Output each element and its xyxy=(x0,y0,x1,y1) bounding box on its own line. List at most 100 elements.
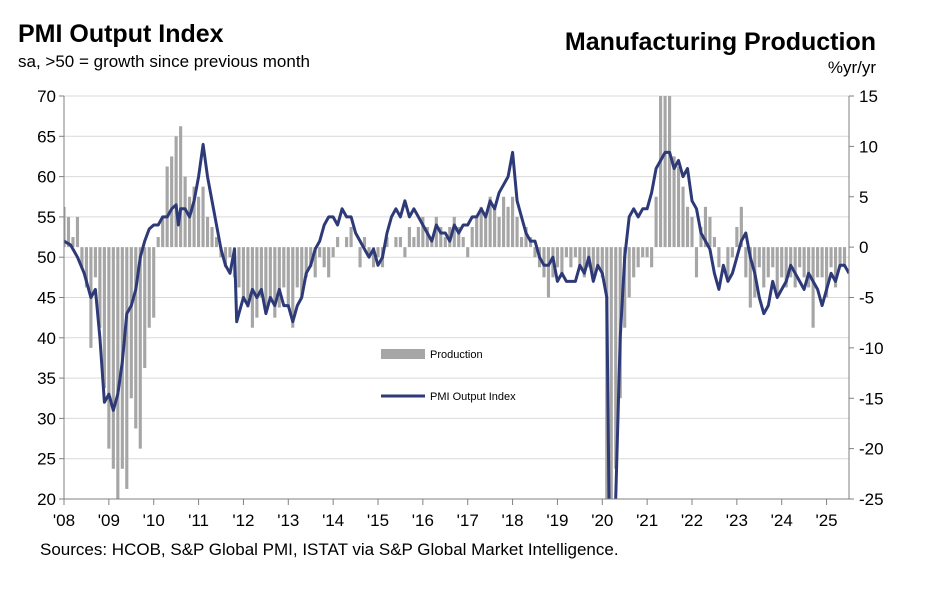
production-bar xyxy=(811,247,815,328)
production-bar xyxy=(407,226,411,248)
production-bar xyxy=(111,247,115,469)
production-bar xyxy=(560,247,564,278)
production-bar xyxy=(757,247,761,268)
production-bar xyxy=(192,186,196,248)
x-tick-label: '10 xyxy=(143,511,165,530)
production-bar xyxy=(479,206,483,248)
production-bar xyxy=(143,247,147,369)
production-bar xyxy=(259,247,263,298)
production-bar xyxy=(524,226,528,248)
production-bar xyxy=(412,237,416,248)
production-bar xyxy=(820,247,824,278)
production-bar xyxy=(125,247,129,489)
production-bar xyxy=(443,237,447,248)
production-bar xyxy=(434,216,438,248)
production-bar xyxy=(313,247,317,278)
source-note: Sources: HCOB, S&P Global PMI, ISTAT via… xyxy=(40,540,619,559)
x-tick-label: '22 xyxy=(681,511,703,530)
pmi-line-group xyxy=(64,142,849,499)
production-bar xyxy=(179,126,183,248)
production-bar xyxy=(685,206,690,248)
production-bar xyxy=(116,247,120,499)
production-bar xyxy=(138,247,142,449)
production-bar xyxy=(161,216,165,248)
production-bar xyxy=(775,247,779,298)
production-bar xyxy=(569,247,573,268)
production-bar xyxy=(842,247,847,268)
production-bar xyxy=(466,247,470,258)
production-bar xyxy=(318,247,322,258)
production-bar xyxy=(703,206,708,248)
production-bar xyxy=(214,237,219,248)
production-bar xyxy=(134,247,138,429)
right-tick-label: 10 xyxy=(859,137,878,156)
production-bar xyxy=(672,156,676,248)
production-bar xyxy=(362,237,367,248)
x-tick-label: '18 xyxy=(501,511,523,530)
production-bar xyxy=(300,247,304,298)
production-bar xyxy=(726,247,730,278)
production-bar xyxy=(515,216,519,248)
production-bar xyxy=(71,237,75,248)
production-bar xyxy=(461,237,465,248)
production-bar xyxy=(165,166,169,248)
x-tick-label: '25 xyxy=(815,511,837,530)
production-bar xyxy=(632,247,636,278)
left-tick-label: 20 xyxy=(37,490,56,509)
x-tick-label: '19 xyxy=(546,511,568,530)
production-bar xyxy=(349,226,353,248)
production-bar xyxy=(748,247,752,308)
production-bar xyxy=(802,247,806,278)
production-bar xyxy=(798,247,802,268)
production-bar xyxy=(744,247,748,278)
production-bar xyxy=(201,186,205,248)
production-bar xyxy=(762,247,766,288)
production-bar xyxy=(497,216,501,248)
production-bar xyxy=(807,247,811,288)
production-bar xyxy=(255,247,259,318)
production-bar xyxy=(64,206,66,248)
left-tick-label: 65 xyxy=(37,127,56,146)
production-bar xyxy=(555,247,559,268)
production-bar xyxy=(663,96,667,248)
production-bar xyxy=(564,247,568,258)
production-bar xyxy=(623,247,627,328)
x-tick-label: '16 xyxy=(412,511,434,530)
pmi-output-line xyxy=(64,142,849,499)
production-bar xyxy=(98,247,102,328)
production-bar xyxy=(250,247,254,328)
left-tick-label: 60 xyxy=(37,168,56,187)
production-bar xyxy=(403,247,407,258)
production-bar xyxy=(654,196,658,248)
x-tick-label: '09 xyxy=(98,511,120,530)
production-bar xyxy=(676,166,681,248)
production-bar xyxy=(650,247,654,268)
legend-label: Production xyxy=(430,349,483,361)
left-chart-subtitle: sa, >50 = growth since previous month xyxy=(18,52,310,71)
left-tick-label: 50 xyxy=(37,248,56,267)
production-bar xyxy=(766,247,770,278)
production-bar xyxy=(739,206,743,248)
production-bar xyxy=(439,226,443,248)
production-bar xyxy=(708,216,712,248)
left-tick-label: 55 xyxy=(37,208,56,227)
production-bar xyxy=(825,247,829,298)
legend-swatch-production xyxy=(381,349,425,359)
x-tick-label: '23 xyxy=(726,511,748,530)
production-bar xyxy=(394,237,398,248)
production-bar xyxy=(573,247,577,258)
production-bar xyxy=(152,247,156,318)
right-tick-label: 5 xyxy=(859,188,868,207)
production-bar xyxy=(210,226,214,248)
production-bar xyxy=(793,247,797,288)
x-tick-label: '21 xyxy=(636,511,658,530)
production-bar xyxy=(197,196,201,248)
production-bar xyxy=(735,226,739,248)
production-bar xyxy=(452,216,456,248)
production-bar xyxy=(533,247,537,258)
production-bar xyxy=(493,206,497,248)
right-chart-title: Manufacturing Production xyxy=(564,28,876,56)
production-bar xyxy=(627,247,631,298)
production-bar xyxy=(694,247,699,278)
production-bar xyxy=(147,247,151,328)
